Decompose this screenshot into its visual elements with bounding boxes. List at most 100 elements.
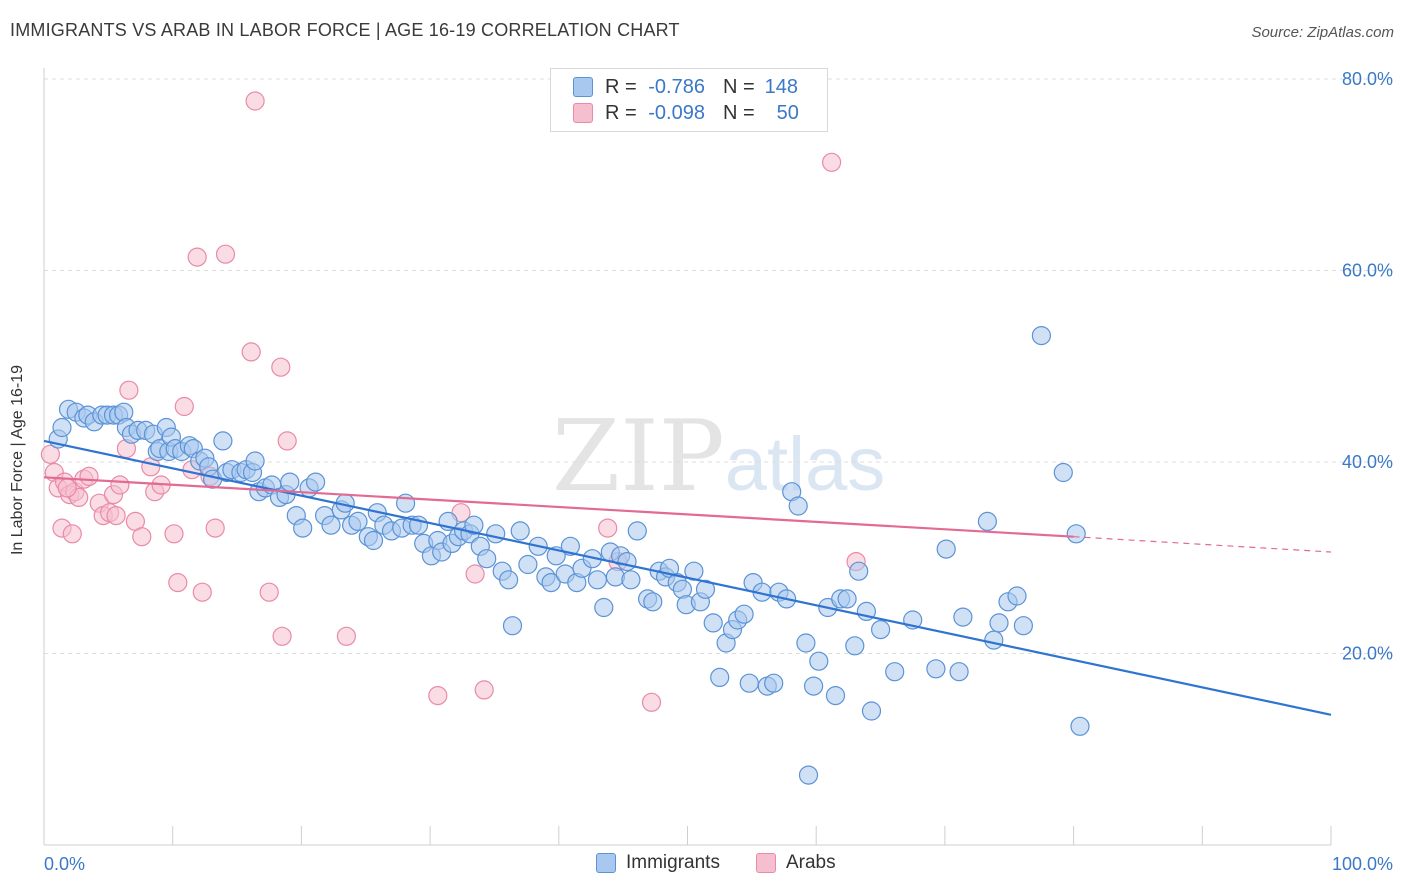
legend-r-value: -0.786 <box>648 75 705 98</box>
immigrants-legend-label: Immigrants <box>626 852 720 873</box>
immigrants-point <box>739 673 759 693</box>
immigrants-point <box>989 613 1009 633</box>
arabs-trend-line <box>43 476 1074 538</box>
arabs-point <box>205 518 225 538</box>
legend-n-label: N = <box>722 101 755 124</box>
immigrants-point <box>605 567 626 587</box>
immigrants-point <box>627 521 647 541</box>
y-tick-label: 80.0% <box>1342 69 1393 89</box>
arabs-point <box>271 357 291 377</box>
immigrants-point <box>1053 462 1073 483</box>
immigrants-swatch <box>573 77 593 97</box>
immigrants-point <box>953 607 973 627</box>
arabs-trend-extension <box>1073 536 1332 553</box>
arabs-point <box>598 518 618 538</box>
stats-legend: R = -0.786 N = 148 R = -0.098 N = 50 <box>550 68 828 132</box>
immigrants-point <box>734 604 754 624</box>
arabs-point <box>272 626 292 646</box>
x-tick-label-min: 0.0% <box>44 854 85 874</box>
immigrants-point <box>936 539 956 559</box>
arabs-point <box>187 247 207 267</box>
immigrants-point <box>486 524 506 544</box>
arabs-point <box>168 572 188 593</box>
arabs-point <box>259 582 279 602</box>
legend-r-label: R = <box>605 75 637 98</box>
axes <box>43 68 1332 846</box>
arabs-point <box>241 342 261 362</box>
legend-row-arabs: R = -0.098 N = 50 <box>573 101 799 125</box>
legend-n-value: 148 <box>764 75 799 98</box>
arabs-point <box>79 466 99 486</box>
arabs-point <box>164 524 184 544</box>
series-legend: Immigrants Arabs <box>596 852 872 874</box>
immigrants-point <box>825 685 846 706</box>
chart-source: Source: ZipAtlas.com <box>1251 24 1394 41</box>
arabs-point <box>119 380 139 400</box>
legend-item-arabs[interactable]: Arabs <box>755 852 836 874</box>
watermark-zip: ZIP <box>552 400 725 514</box>
immigrants-point <box>280 472 300 492</box>
immigrants-point <box>809 651 829 671</box>
immigrants-point <box>293 518 313 538</box>
arabs-legend-swatch <box>755 853 776 873</box>
immigrants-point <box>213 431 233 451</box>
immigrants-point <box>803 676 824 696</box>
arabs-point <box>192 582 212 602</box>
arabs-legend-label: Arabs <box>785 852 836 873</box>
arabs-point <box>428 685 448 706</box>
arabs-point <box>215 244 236 264</box>
immigrants-series <box>48 326 1090 785</box>
watermark-atlas: atlas <box>724 422 886 507</box>
legend-r-label: R = <box>605 101 637 124</box>
immigrants-point <box>1007 586 1027 606</box>
arabs-swatch <box>573 103 593 123</box>
immigrants-point <box>885 662 905 682</box>
immigrants-point <box>477 549 497 569</box>
immigrants-point <box>464 515 484 535</box>
immigrants-point <box>870 619 891 640</box>
immigrants-point <box>348 511 368 532</box>
immigrants-point <box>949 662 969 682</box>
tick-labels: 20.0% 40.0% 60.0% 80.0% 0.0% 100.0% <box>44 69 1393 874</box>
immigrants-point <box>1066 524 1086 544</box>
grid-lines <box>44 78 1392 654</box>
arabs-point <box>40 444 61 464</box>
arabs-point <box>110 475 130 495</box>
immigrants-point <box>52 417 72 438</box>
arabs-point <box>62 524 82 544</box>
immigrants-point <box>798 765 819 785</box>
arabs-point <box>57 478 77 498</box>
legend-n-label: N = <box>722 75 755 98</box>
immigrants-point <box>710 667 730 688</box>
immigrants-point <box>703 613 723 633</box>
trend-lines <box>43 439 1332 716</box>
immigrants-point <box>1013 616 1034 636</box>
immigrants-point <box>587 570 608 590</box>
immigrants-point <box>1070 716 1090 736</box>
immigrants-point <box>363 530 384 551</box>
legend-n-value: 50 <box>776 101 799 124</box>
immigrants-point <box>245 451 265 471</box>
immigrants-point <box>306 472 326 492</box>
legend-item-immigrants[interactable]: Immigrants <box>596 852 720 874</box>
immigrants-point <box>541 572 561 593</box>
immigrants-point <box>849 561 869 581</box>
immigrants-point <box>617 551 637 572</box>
immigrants-point <box>1031 326 1052 346</box>
immigrants-point <box>861 701 882 721</box>
legend-r-value: -0.098 <box>648 101 705 124</box>
y-tick-label: 40.0% <box>1342 452 1393 472</box>
arabs-point <box>277 431 297 451</box>
immigrants-legend-swatch <box>596 853 616 873</box>
immigrants-point <box>788 496 808 516</box>
arabs-point <box>336 626 356 646</box>
immigrants-point <box>518 554 538 575</box>
arabs-point <box>474 680 494 700</box>
immigrants-point <box>594 597 614 618</box>
watermark: ZIPatlas <box>552 400 885 514</box>
immigrants-point <box>321 515 341 535</box>
arabs-point <box>821 152 842 172</box>
immigrants-point <box>502 616 523 636</box>
immigrants-point <box>643 592 663 612</box>
